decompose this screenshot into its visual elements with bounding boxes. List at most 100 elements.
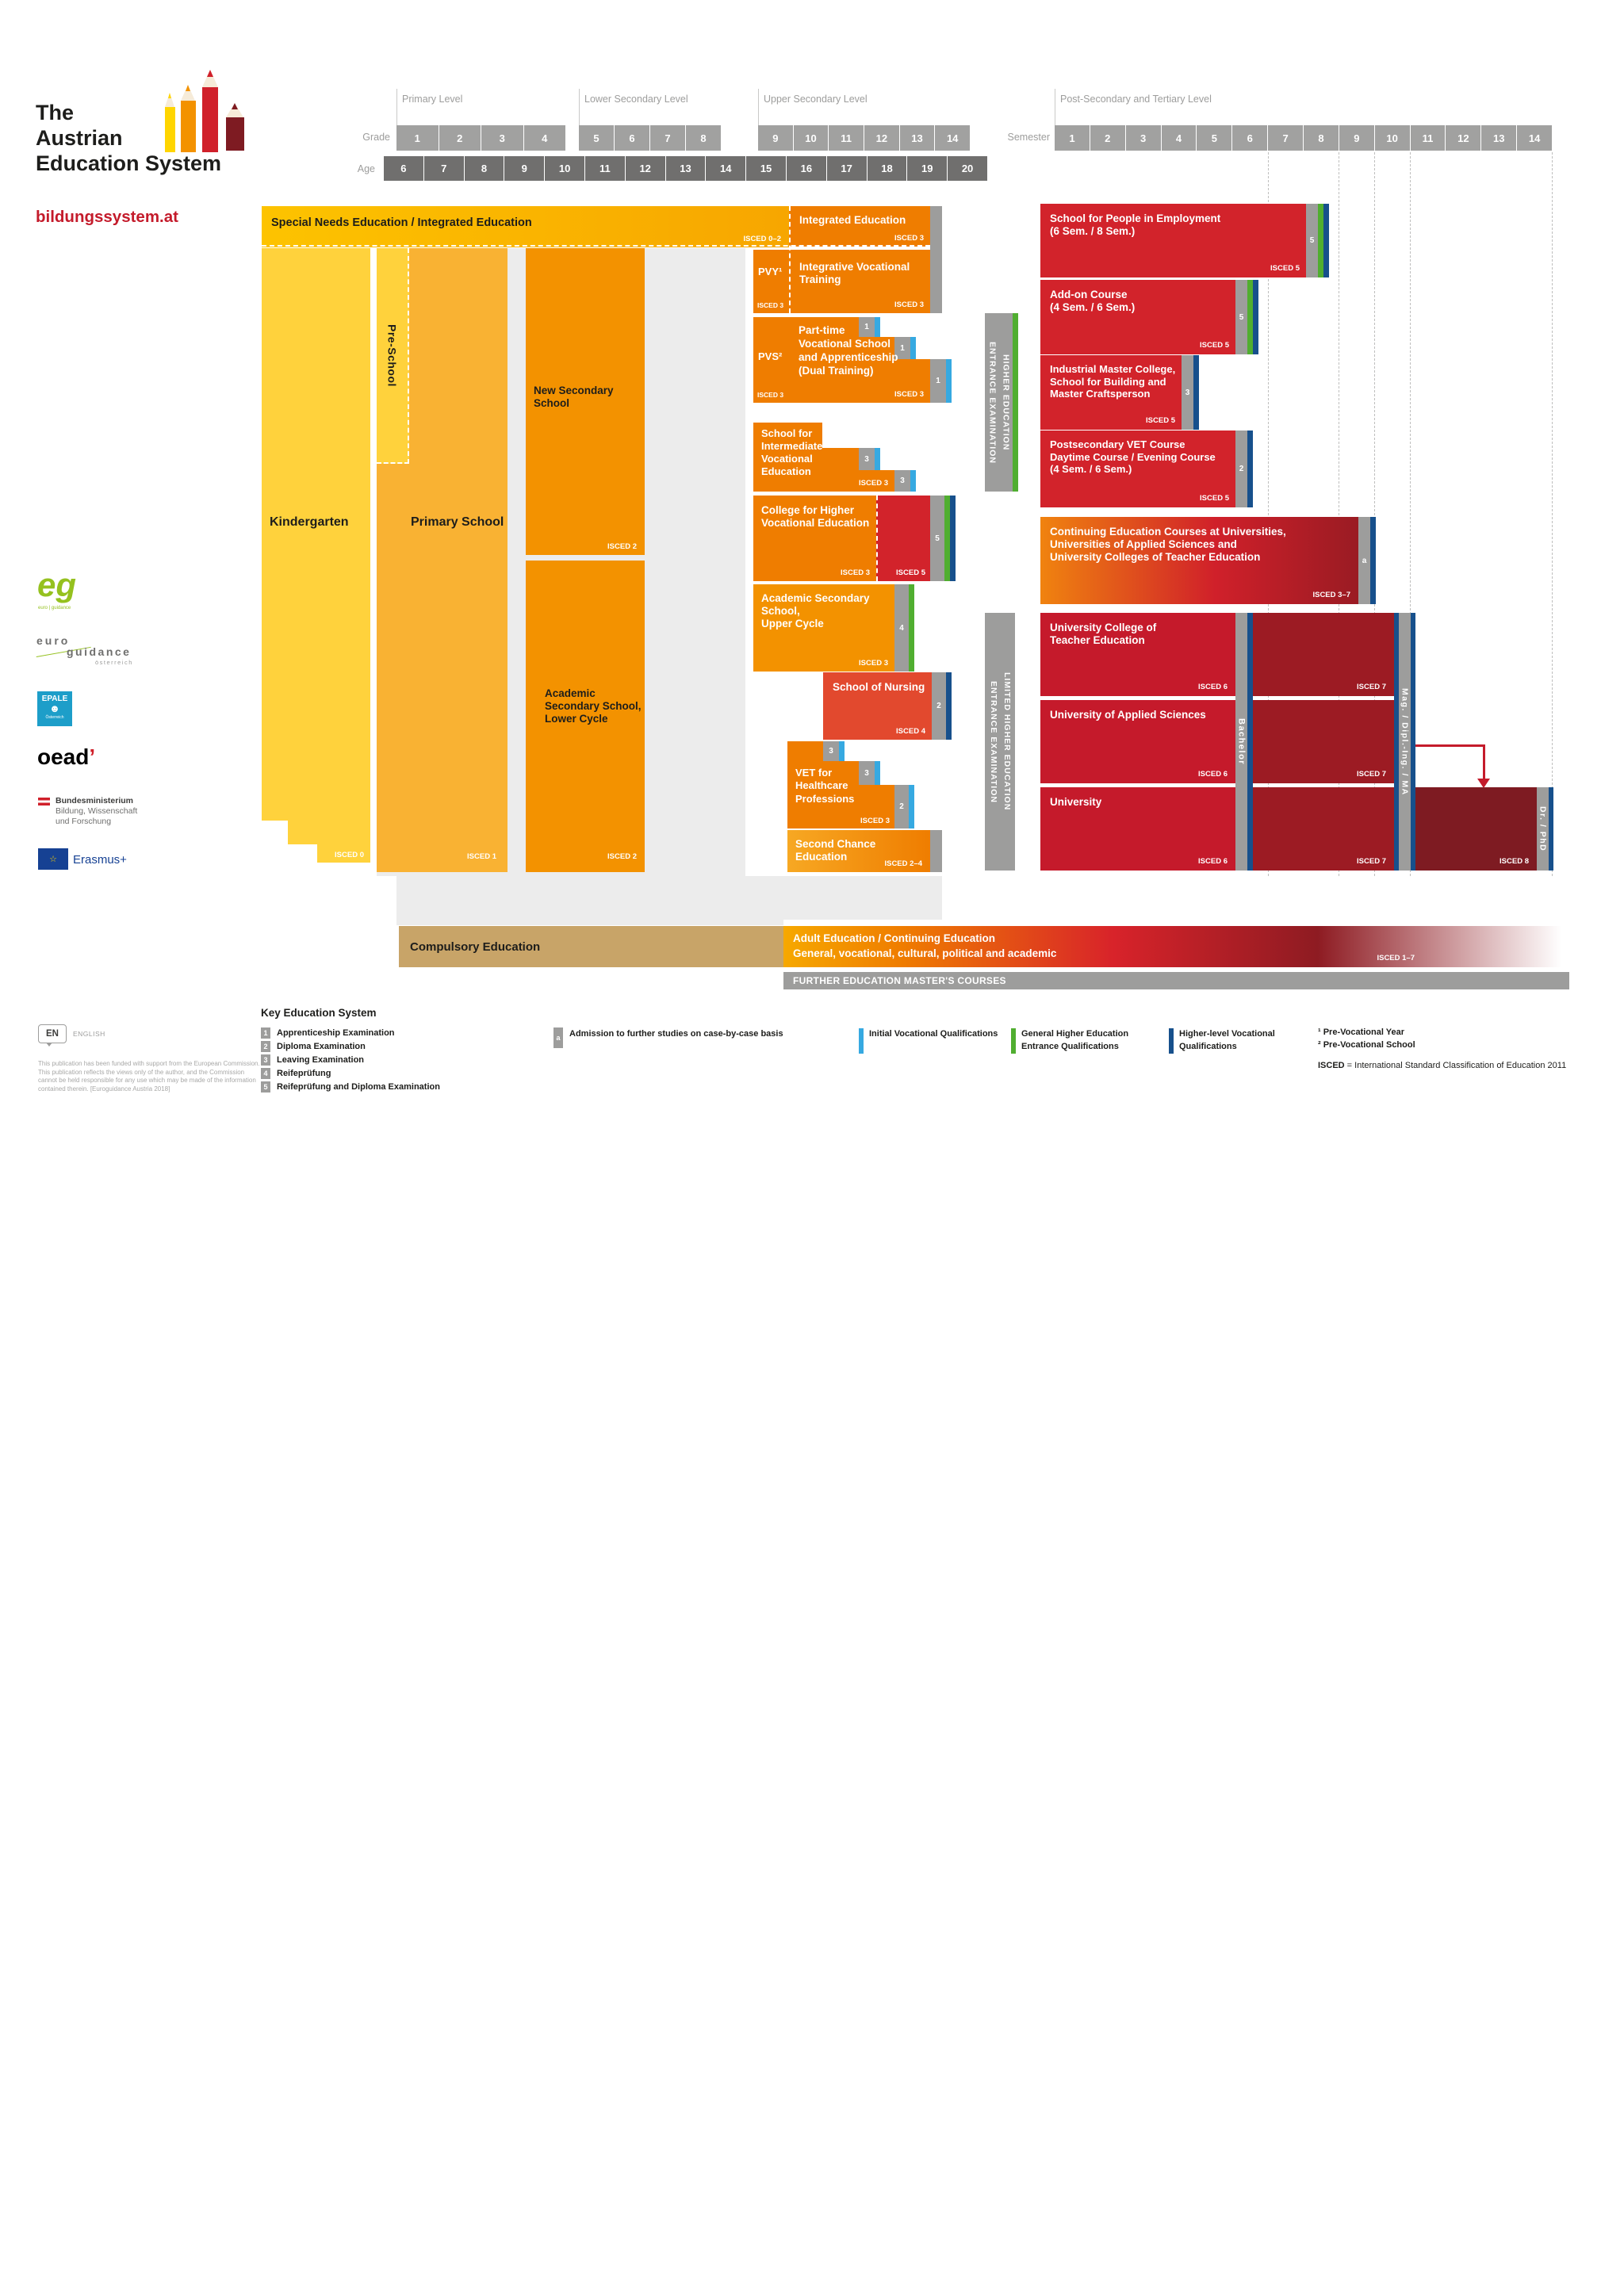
intermediate-block-step2	[753, 448, 859, 471]
continuing-education-block: Continuing Education Courses at Universi…	[1040, 517, 1358, 604]
limited-higher-ed-exam-bar: LIMITED HIGHER EDUCATION ENTRANCE EXAMIN…	[985, 613, 1015, 871]
language-code: EN	[46, 1029, 59, 1039]
semester-cell: 3	[1125, 125, 1161, 151]
reife-diploma-exam-tab: 5	[1306, 204, 1318, 277]
level-upper-label: Upper Secondary Level	[764, 94, 868, 105]
integrated-education-block: Integrated Education ISCED 3	[789, 206, 930, 247]
parttime-block-step1	[789, 317, 859, 338]
admission-tab: a	[1358, 517, 1370, 604]
general-higher-stripe	[909, 584, 914, 672]
adult-education-bar: Adult Education / Continuing Education G…	[783, 926, 1569, 967]
postsecondary-vet-block: Postsecondary VET Course Daytime Course …	[1040, 430, 1235, 507]
kindergarten-block: Kindergarten	[262, 248, 370, 821]
disclaimer-text: This publication has been funded with su…	[38, 1060, 260, 1093]
industrial-master-label: Industrial Master College, School for Bu…	[1050, 363, 1176, 400]
parttime-label: Part-time Vocational School and Apprenti…	[799, 324, 898, 377]
primary-school-label: Primary School	[411, 515, 504, 529]
legend-key-2: 2	[261, 1041, 270, 1052]
employment-school-block: School for People in Employment (6 Sem. …	[1040, 204, 1306, 277]
semester-guide	[1268, 152, 1269, 876]
grade-cell: 10	[793, 125, 829, 151]
higher-vocational-stripe	[1370, 517, 1376, 604]
initial-vocational-stripe	[839, 741, 845, 761]
language-name: ENGLISH	[73, 1030, 105, 1038]
doctor-bar: Dr. / PhD	[1537, 787, 1549, 871]
logo-title: The Austrian Education System	[36, 101, 222, 175]
age-cell: 12	[625, 156, 665, 181]
adult-education-label1: Adult Education / Continuing Education	[793, 932, 995, 944]
grade-cell: 5	[579, 125, 614, 151]
university-master-block: ISCED 7	[1253, 787, 1394, 871]
apprenticeship-exam-tab: 1	[930, 359, 946, 403]
band-dashed-divider	[262, 245, 930, 247]
academic-upper-isced: ISCED 3	[859, 659, 888, 668]
teacher-college-isced7: ISCED 7	[1357, 683, 1386, 691]
leaving-exam-tab: 3	[1182, 355, 1193, 430]
pvy-isced: ISCED 3	[757, 301, 784, 309]
semester-guide	[1552, 152, 1553, 876]
university-label: University	[1050, 796, 1102, 808]
legend-initial-vocational-text: Initial Vocational Qualifications	[869, 1029, 998, 1039]
teacher-college-block: University College of Teacher Education …	[1040, 613, 1235, 696]
employment-school-label: School for People in Employment (6 Sem. …	[1050, 212, 1221, 238]
age-cell: 20	[948, 156, 987, 181]
epale-logo-icon: EPALE ☻ Österreich	[37, 691, 72, 726]
legend-key-4: 4	[261, 1068, 270, 1079]
age-cell: 19	[907, 156, 948, 181]
pvs-label: PVS²	[758, 350, 783, 362]
special-needs-band: Special Needs Education / Integrated Edu…	[262, 206, 789, 247]
diploma-exam-tab: 2	[1235, 430, 1247, 507]
reife-diploma-exam-tab: 5	[930, 496, 944, 581]
level-tick	[758, 89, 759, 151]
initial-vocational-stripe	[910, 470, 916, 492]
grade-cell: 4	[523, 125, 565, 151]
pvs-isced: ISCED 3	[757, 391, 784, 399]
semester-cell: 11	[1410, 125, 1446, 151]
age-cell: 14	[706, 156, 746, 181]
second-chance-block: Second Chance Education ISCED 2–4	[787, 830, 930, 872]
vet-health-label: VET for Healthcare Professions	[795, 767, 855, 805]
legend-text-1: Apprenticeship Examination	[277, 1028, 395, 1038]
epale-person-icon: ☻	[49, 702, 60, 714]
nursing-isced: ISCED 4	[896, 727, 925, 736]
vet-health-isced: ISCED 3	[860, 817, 890, 825]
grade-cell: 14	[935, 125, 971, 151]
initial-vocational-stripe	[946, 359, 952, 403]
semester-cell: 14	[1517, 125, 1553, 151]
euroguidance-mark-sub: euro | guidance	[38, 606, 71, 610]
semester-cell: 8	[1304, 125, 1339, 151]
academic-lower-isced: ISCED 2	[607, 852, 637, 861]
isced-definition-term: ISCED	[1318, 1061, 1345, 1070]
initial-vocational-stripe	[909, 785, 914, 828]
university-isced7: ISCED 7	[1357, 857, 1386, 866]
grade-cell: 11	[829, 125, 864, 151]
applied-sciences-isced7: ISCED 7	[1357, 770, 1386, 779]
master-to-doctoral-arrow	[1415, 744, 1485, 747]
general-higher-stripe	[1013, 313, 1018, 492]
age-cell: 11	[584, 156, 625, 181]
college-isced-right: ISCED 5	[896, 568, 925, 577]
continuing-education-label: Continuing Education Courses at Universi…	[1050, 526, 1286, 564]
legend-higher-vocational-text: Higher-level Vocational Qualifications	[1179, 1029, 1275, 1051]
grade-cell: 13	[899, 125, 935, 151]
initial-vocational-stripe	[875, 761, 880, 785]
teacher-college-isced6: ISCED 6	[1198, 683, 1228, 691]
semester-cell: 4	[1161, 125, 1197, 151]
site-link: bildungssystem.at	[36, 208, 178, 226]
leaving-exam-tab: 3	[859, 448, 875, 470]
general-higher-stripe	[1247, 280, 1253, 354]
initial-vocational-stripe	[875, 448, 880, 470]
intermediate-block-step1	[753, 423, 822, 449]
leaving-exam-tab: 3	[894, 470, 910, 492]
eu-flag-icon: ☆	[38, 848, 68, 870]
arrowhead-icon	[1477, 779, 1490, 788]
legend-text-2: Diploma Examination	[277, 1042, 366, 1051]
intermediate-block-step3: ISCED 3	[753, 470, 894, 492]
intermediate-isced: ISCED 3	[859, 479, 888, 488]
pvy-label: PVY¹	[758, 266, 783, 277]
ministry-name: Bundesministerium	[56, 796, 134, 806]
grade-axis-label: Grade	[362, 132, 390, 143]
higher-vocational-stripe	[1193, 355, 1199, 430]
grade-cell: 7	[650, 125, 685, 151]
